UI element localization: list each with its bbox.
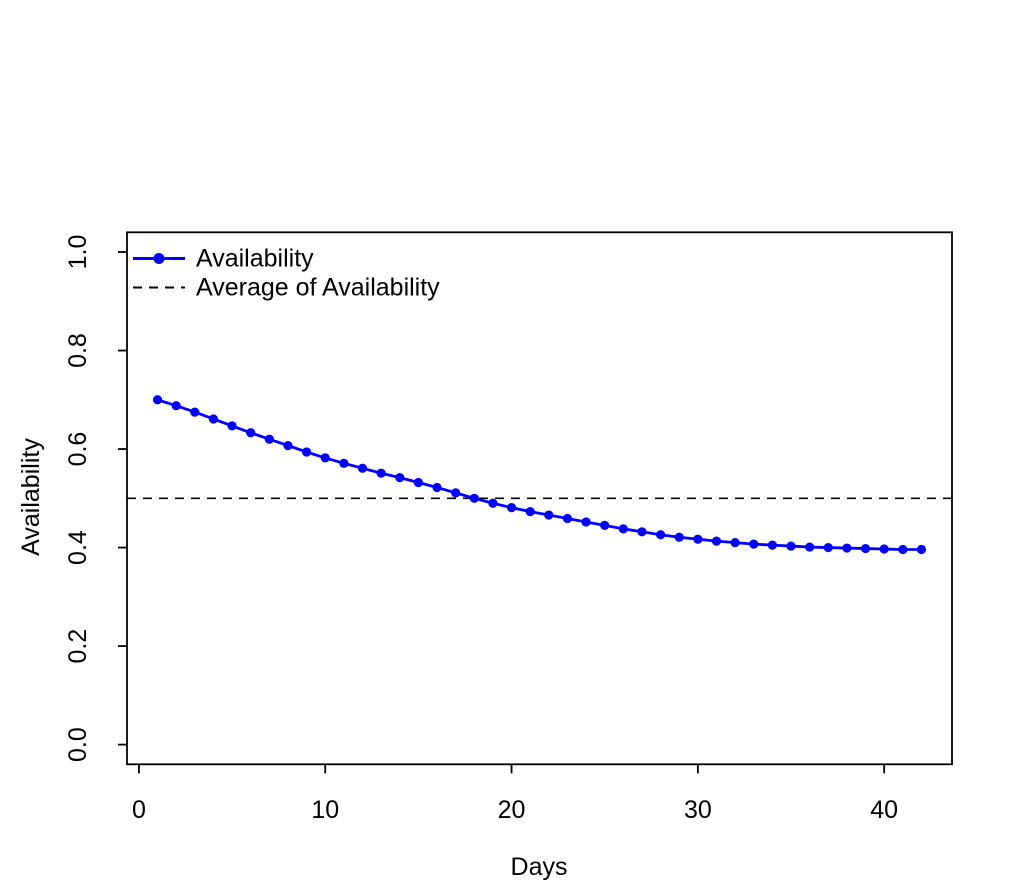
data-point-marker [916, 544, 927, 555]
data-point-marker [320, 453, 330, 463]
y-tick-label: 0.4 [64, 530, 92, 565]
x-tick-label: 30 [684, 796, 712, 824]
data-point-marker [171, 401, 181, 411]
y-tick-label: 0.8 [64, 333, 92, 368]
data-point-marker [674, 532, 684, 542]
data-point-marker [357, 463, 368, 473]
data-point-marker [525, 507, 535, 517]
data-point-marker [152, 395, 163, 405]
legend-item-availability: Availability [133, 245, 314, 273]
data-point-marker [786, 541, 796, 551]
data-point-marker [395, 473, 405, 483]
data-point-marker [264, 434, 274, 444]
data-point-marker [656, 530, 666, 540]
data-point-marker [600, 520, 610, 530]
data-point-marker [376, 468, 386, 478]
data-point-marker [823, 542, 833, 553]
y-tick-label: 0.6 [64, 432, 92, 467]
data-point-marker [730, 538, 740, 548]
plot-box [126, 231, 953, 766]
chart-legend: Availability Average of Availability [133, 245, 440, 302]
x-tick-label: 40 [870, 796, 898, 824]
data-point-marker [693, 534, 703, 544]
legend-marker-icon [153, 253, 165, 264]
x-tick-label: 10 [311, 796, 339, 824]
x-tick-label: 20 [498, 796, 526, 824]
data-point-marker [898, 544, 908, 555]
data-point-marker [805, 542, 815, 552]
data-point-marker [711, 536, 722, 546]
data-point-marker [488, 498, 498, 508]
data-point-marker [618, 524, 628, 534]
y-tick-label: 0.2 [64, 629, 92, 664]
data-point-marker [860, 543, 871, 554]
legend-label-average: Average of Availability [196, 274, 440, 302]
data-point-marker [432, 482, 442, 493]
data-point-marker [749, 539, 759, 549]
data-point-marker [451, 488, 461, 498]
data-point-marker [208, 414, 219, 424]
axes-layer: 0 10 20 30 40 0.0 0.2 0.4 0.6 0.8 1.0 [64, 231, 953, 824]
availability-series-line [157, 398, 922, 551]
data-point-marker [842, 543, 852, 553]
y-tick-label: 0.0 [64, 727, 92, 762]
x-axis-title: Days [511, 853, 568, 881]
y-tick-label: 1.0 [64, 235, 92, 270]
data-point-marker [506, 503, 517, 513]
data-point-marker [246, 428, 256, 438]
y-axis-title: Availability [17, 438, 45, 556]
data-point-marker [339, 458, 349, 468]
data-point-marker [544, 510, 554, 520]
legend-item-average: Average of Availability [133, 274, 440, 302]
data-point-marker [637, 527, 647, 537]
data-point-marker [879, 544, 889, 554]
legend-label-availability: Availability [196, 245, 314, 273]
data-point-marker [190, 407, 200, 417]
data-point-marker [283, 440, 293, 451]
data-point-marker [581, 517, 591, 527]
data-point-marker [302, 447, 312, 457]
data-point-marker [469, 493, 479, 503]
data-point-marker [767, 540, 777, 550]
series-layer [127, 395, 952, 555]
data-point-marker [413, 477, 423, 488]
x-tick-label: 0 [132, 796, 146, 824]
data-point-marker [562, 513, 573, 524]
data-point-marker [227, 421, 237, 431]
